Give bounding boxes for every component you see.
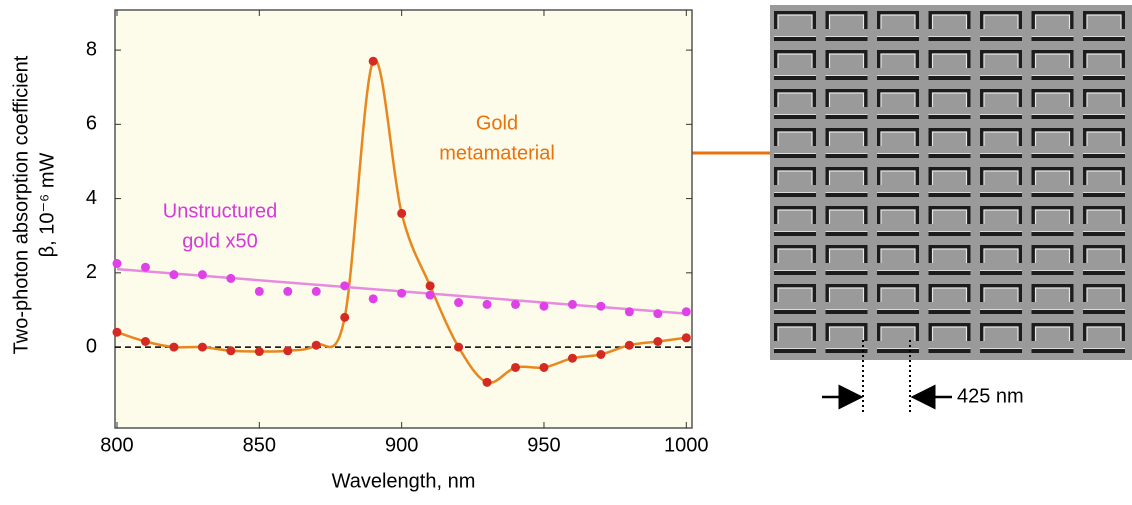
y-axis-label: Two-photon absorption coefficient [10, 55, 32, 354]
data-point [169, 270, 179, 280]
data-point [340, 312, 350, 322]
data-point [397, 288, 407, 298]
data-point [311, 340, 321, 350]
data-point [226, 346, 236, 356]
data-point [368, 56, 378, 66]
y-tick-label: 6 [86, 113, 97, 135]
data-point [567, 299, 577, 309]
data-point [368, 294, 378, 304]
data-point [226, 273, 236, 283]
data-point [340, 281, 350, 291]
y-axis-label: β, 10⁻⁶ mW [36, 153, 58, 258]
data-line [116, 58, 687, 385]
y-tick-label: 0 [86, 335, 97, 357]
y-tick-label: 2 [86, 261, 97, 283]
data-point [169, 342, 179, 352]
data-point [140, 262, 150, 272]
data-point [454, 298, 464, 308]
data-point [197, 342, 207, 352]
scale-label: 425 nm [957, 385, 1024, 407]
plot: 800 850 900 950 1000 0 2 4 6 8 Wavelength, nm Two-p… [10, 9, 709, 492]
annotation: Unstructured [163, 200, 278, 222]
annotation: Gold [476, 112, 518, 134]
data-point [567, 353, 577, 363]
data-point [681, 307, 691, 317]
data-point [112, 327, 122, 337]
data-point [596, 349, 606, 359]
data-point [425, 281, 435, 291]
data-point [425, 290, 435, 300]
data-point [482, 377, 492, 387]
x-axis-label: Wavelength, nm [332, 470, 476, 492]
data-point [454, 342, 464, 352]
data-point [197, 270, 207, 280]
data-point [653, 337, 663, 347]
data-point [539, 362, 549, 372]
data-point [254, 347, 264, 357]
data-point [511, 362, 521, 372]
data-point [653, 309, 663, 319]
data-point [539, 301, 549, 311]
data-point [112, 259, 122, 269]
y-tick-label: 8 [86, 38, 97, 60]
x-tick-label: 1000 [664, 434, 709, 456]
x-tick-label: 950 [527, 434, 560, 456]
data-point [140, 337, 150, 347]
x-tick-label: 900 [385, 434, 418, 456]
data-point [482, 299, 492, 309]
y-tick-label: 4 [86, 187, 97, 209]
data-point [596, 301, 606, 311]
annotation: metamaterial [439, 142, 555, 164]
data-point [311, 286, 321, 296]
data-point [681, 333, 691, 343]
x-tick-label: 800 [100, 434, 133, 456]
data-point [283, 346, 293, 356]
annotation: gold x50 [182, 230, 258, 252]
data-point [254, 286, 264, 296]
sem-image [770, 5, 1132, 360]
data-point [624, 307, 634, 317]
data-point [511, 299, 521, 309]
x-tick-label: 850 [243, 434, 276, 456]
data-point [624, 340, 634, 350]
data-point [397, 208, 407, 218]
data-point [283, 286, 293, 296]
